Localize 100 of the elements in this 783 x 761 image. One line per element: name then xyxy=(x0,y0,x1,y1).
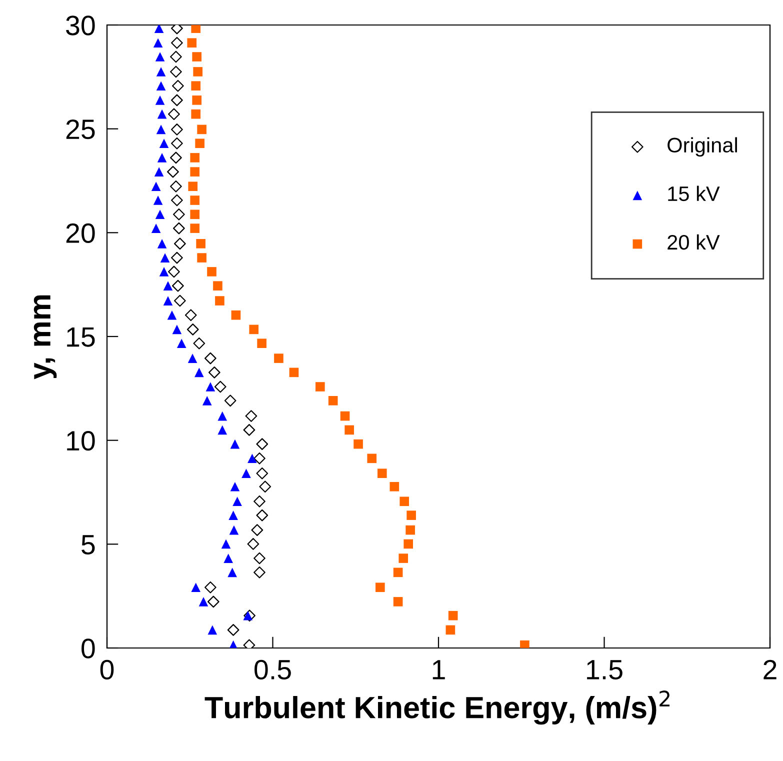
x-tick-label: 2 xyxy=(764,660,776,680)
point xyxy=(446,625,456,635)
point xyxy=(170,50,182,63)
point xyxy=(192,96,202,105)
point xyxy=(289,368,299,378)
y-tick-label: 10 xyxy=(67,431,95,451)
point xyxy=(170,152,182,164)
point xyxy=(259,480,272,493)
point xyxy=(196,239,206,248)
point xyxy=(190,224,200,233)
point xyxy=(340,411,350,421)
point xyxy=(206,382,216,392)
point xyxy=(218,425,228,435)
y-tick-label: 0 xyxy=(82,638,95,658)
point xyxy=(393,568,403,578)
y-tick-label: 15 xyxy=(67,327,95,347)
point xyxy=(208,625,218,635)
point xyxy=(155,96,165,105)
point xyxy=(190,196,200,205)
y-tick-label: 25 xyxy=(66,120,95,140)
y-tick-label: 30 xyxy=(66,16,95,36)
point xyxy=(221,539,231,549)
point xyxy=(224,394,236,407)
point xyxy=(188,354,198,363)
point xyxy=(448,610,458,620)
point xyxy=(173,208,185,220)
point xyxy=(224,554,233,563)
point xyxy=(172,80,184,92)
point xyxy=(243,424,256,436)
point xyxy=(167,166,179,178)
point xyxy=(171,137,183,150)
point xyxy=(256,467,268,480)
legend-label: 20 kV xyxy=(668,234,720,250)
point xyxy=(154,167,164,176)
point xyxy=(202,396,212,406)
point xyxy=(174,294,186,307)
point xyxy=(229,525,239,535)
y-tick-label: 20 xyxy=(66,223,95,244)
point xyxy=(191,582,200,592)
point xyxy=(208,366,220,378)
point xyxy=(315,382,325,392)
point xyxy=(204,352,216,364)
point xyxy=(156,67,166,76)
point xyxy=(153,38,163,48)
point xyxy=(248,454,257,464)
point xyxy=(393,597,403,606)
point xyxy=(188,182,198,192)
point xyxy=(254,452,266,464)
y-axis-title: y, mm xyxy=(34,295,57,380)
x-tick-label: 1.5 xyxy=(587,660,622,680)
point xyxy=(254,495,266,508)
x-tick-label: 1 xyxy=(432,660,445,680)
point xyxy=(191,109,200,119)
point xyxy=(190,210,200,220)
point xyxy=(207,267,216,276)
point xyxy=(367,454,377,464)
point xyxy=(157,153,167,162)
point xyxy=(204,581,216,594)
point xyxy=(187,38,197,48)
x-tick-label: 0 xyxy=(100,660,114,680)
point xyxy=(228,568,237,578)
point xyxy=(160,253,170,262)
point xyxy=(406,525,415,535)
point xyxy=(153,196,163,205)
legend-label: 15 kV xyxy=(668,186,720,202)
legend-label: Original xyxy=(668,137,737,157)
point xyxy=(155,52,165,62)
point xyxy=(192,52,202,62)
point xyxy=(191,81,200,91)
point xyxy=(151,182,161,192)
point xyxy=(254,552,266,564)
point xyxy=(159,267,169,276)
point xyxy=(231,310,241,320)
point xyxy=(242,468,251,478)
point xyxy=(328,396,338,406)
point xyxy=(167,310,177,320)
point xyxy=(171,124,183,136)
point xyxy=(245,410,258,422)
point xyxy=(173,222,185,234)
point xyxy=(251,524,264,536)
point xyxy=(230,482,240,492)
point xyxy=(194,368,204,378)
point xyxy=(171,252,183,264)
point xyxy=(172,280,184,292)
point xyxy=(190,167,200,176)
point xyxy=(249,324,259,334)
point xyxy=(256,509,268,522)
point xyxy=(193,337,206,350)
point xyxy=(520,640,530,648)
point xyxy=(157,239,167,248)
point xyxy=(168,108,180,120)
point xyxy=(243,610,253,620)
point xyxy=(172,324,182,334)
point xyxy=(171,36,183,49)
point xyxy=(171,194,183,206)
point xyxy=(213,281,222,290)
point xyxy=(163,296,173,306)
point xyxy=(156,81,166,91)
point xyxy=(174,238,186,250)
x-axis-title: Turbulent Kinetic Energy, (m/s)$^{2}$ xyxy=(204,690,670,725)
